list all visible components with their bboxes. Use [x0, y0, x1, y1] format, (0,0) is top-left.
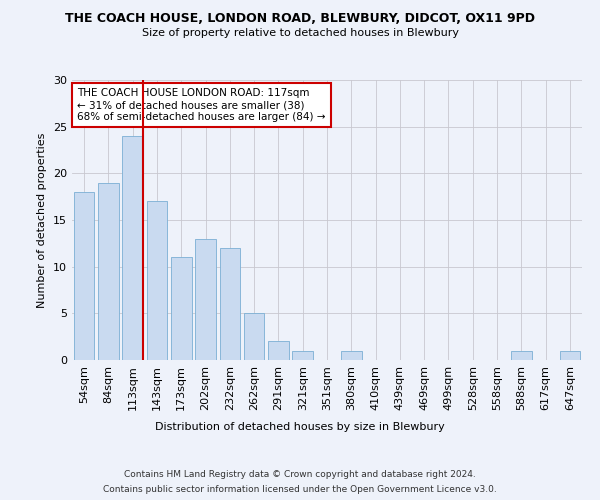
Bar: [98, 182, 119, 360]
Bar: [244, 314, 265, 360]
Bar: [74, 192, 94, 360]
Text: Contains public sector information licensed under the Open Government Licence v3: Contains public sector information licen…: [103, 485, 497, 494]
Y-axis label: Number of detached properties: Number of detached properties: [37, 132, 47, 308]
Bar: [268, 342, 289, 360]
Text: Contains HM Land Registry data © Crown copyright and database right 2024.: Contains HM Land Registry data © Crown c…: [124, 470, 476, 479]
Bar: [560, 350, 580, 360]
Bar: [220, 248, 240, 360]
Bar: [341, 350, 362, 360]
Bar: [511, 350, 532, 360]
Bar: [195, 238, 216, 360]
Bar: [292, 350, 313, 360]
Bar: [122, 136, 143, 360]
Bar: [146, 202, 167, 360]
Text: Distribution of detached houses by size in Blewbury: Distribution of detached houses by size …: [155, 422, 445, 432]
Text: THE COACH HOUSE, LONDON ROAD, BLEWBURY, DIDCOT, OX11 9PD: THE COACH HOUSE, LONDON ROAD, BLEWBURY, …: [65, 12, 535, 26]
Text: THE COACH HOUSE LONDON ROAD: 117sqm
← 31% of detached houses are smaller (38)
68: THE COACH HOUSE LONDON ROAD: 117sqm ← 31…: [77, 88, 326, 122]
Bar: [171, 258, 191, 360]
Text: Size of property relative to detached houses in Blewbury: Size of property relative to detached ho…: [142, 28, 458, 38]
